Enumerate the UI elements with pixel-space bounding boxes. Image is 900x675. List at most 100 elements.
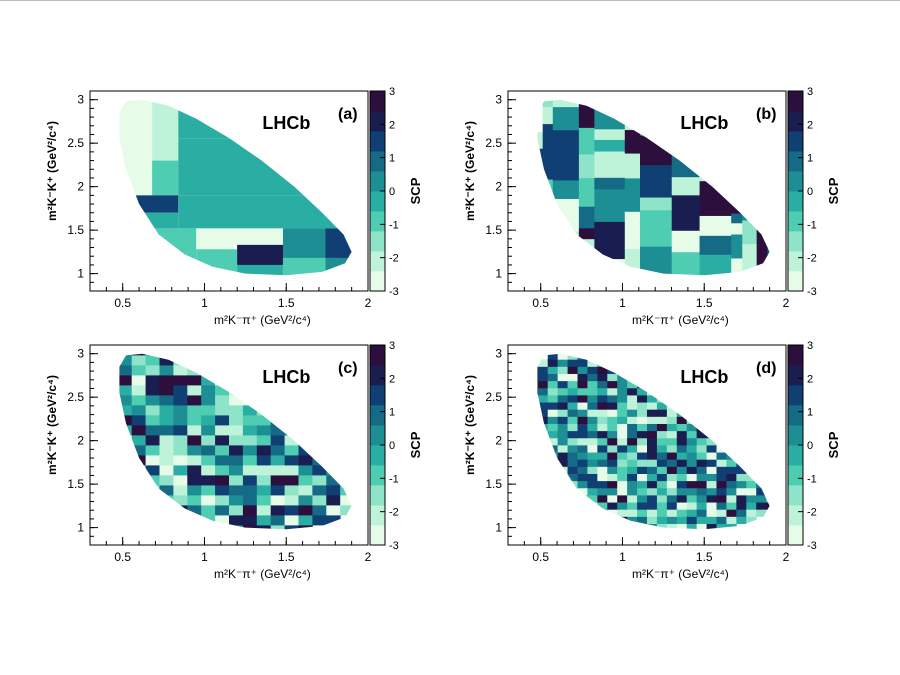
- colorbar-segment: [788, 345, 803, 356]
- colorbar-tick-label: -2: [807, 507, 817, 519]
- heatmap-cell: [537, 387, 539, 396]
- heatmap-cell: [696, 437, 707, 446]
- colorbar: -3 -2 -1 0 1 2 3 SCP: [787, 86, 841, 298]
- heatmap-cell: [597, 366, 608, 374]
- heatmap-cell: [666, 459, 678, 467]
- heatmap-cell: [597, 509, 608, 517]
- colorbar-segment: [370, 485, 385, 496]
- x-tick-label: 1: [201, 296, 208, 310]
- colorbar-segment: [788, 231, 803, 242]
- colorbar-segment: [788, 201, 803, 212]
- heatmap-cell: [617, 437, 628, 446]
- heatmap-cell: [676, 430, 688, 439]
- heatmap-cell: [187, 455, 202, 466]
- heatmap-cell: [607, 423, 618, 432]
- heatmap-cell: [656, 480, 668, 489]
- heatmap-cell: [256, 415, 272, 426]
- heatmap-cell: [627, 509, 638, 517]
- heatmap-cell: [726, 459, 737, 467]
- heatmap-cell: [656, 445, 668, 453]
- heatmap-cell: [656, 473, 668, 482]
- y-tick-label: 1.5: [67, 223, 84, 237]
- y-tick-label: 2.5: [485, 136, 502, 150]
- heatmap-cell: [686, 459, 698, 467]
- heatmap-cell: [229, 515, 244, 526]
- heatmap-cell: [607, 437, 618, 446]
- heatmap-cell: [557, 445, 568, 453]
- plot-frame: [89, 90, 369, 292]
- heatmap-cell: [229, 425, 244, 436]
- heatmap-cell: [577, 380, 588, 389]
- heatmap-cell: [736, 466, 747, 474]
- heatmap-cell: [282, 228, 326, 258]
- heatmap-cell: [637, 502, 648, 510]
- heatmap-cell: [627, 387, 638, 396]
- heatmap-cell: [676, 437, 688, 446]
- heatmap-cell: [201, 455, 216, 466]
- top-rule: [0, 0, 900, 1]
- x-tick-label: 0.5: [114, 296, 131, 310]
- heatmap-cell: [696, 459, 707, 467]
- heatmap-cell: [736, 516, 747, 524]
- heatmap-cell: [178, 195, 352, 229]
- heatmap-cell: [578, 127, 595, 155]
- heatmap-cell: [577, 395, 588, 403]
- colorbar-segment: [370, 425, 385, 436]
- panel-b: 0.5 1 1.5 2 1 1.5 2 2.5 3 m²K⁻π⁺ (GeV²/c⁴) m²K⁻K⁺ …: [463, 86, 841, 327]
- heatmap-cell: [716, 509, 727, 517]
- heatmap-cell: [577, 353, 588, 360]
- heatmap-cell: [637, 402, 648, 410]
- heatmap-cell: [594, 258, 626, 276]
- heatmap-cell: [201, 395, 216, 406]
- heatmap-cell: [215, 405, 230, 416]
- heatmap-cell: [676, 487, 688, 496]
- heatmap-cell: [742, 243, 758, 276]
- heatmap-cell: [617, 380, 628, 389]
- heatmap-cell: [145, 355, 160, 366]
- colorbar-segment: [788, 375, 803, 386]
- heatmap-cell: [594, 177, 626, 190]
- heatmap-cell: [119, 435, 133, 446]
- heatmap-cell: [716, 480, 727, 489]
- heatmap-cell: [627, 466, 638, 474]
- heatmap-cell: [119, 375, 133, 386]
- x-tick-label: 1: [619, 550, 626, 564]
- heatmap-cell: [256, 525, 272, 530]
- colorbar-title: SCP: [826, 177, 841, 204]
- colorbar-segment: [370, 465, 385, 476]
- heatmap-cell: [666, 402, 678, 410]
- colorbar-segment: [788, 141, 803, 152]
- heatmap-cell: [552, 198, 580, 232]
- heatmap-cell: [537, 409, 549, 417]
- heatmap-cell: [256, 445, 272, 456]
- heatmap-cell: [187, 465, 202, 476]
- heatmap-cell: [567, 445, 578, 453]
- experiment-label: LHCb: [262, 113, 310, 133]
- heatmap-cell: [756, 234, 768, 271]
- heatmap-cell: [215, 385, 230, 396]
- colorbar-segment: [788, 281, 803, 292]
- heatmap-cell: [746, 473, 757, 482]
- heatmap-cell: [242, 485, 258, 496]
- heatmap-cell: [656, 423, 668, 432]
- heatmap-cell: [627, 416, 638, 424]
- heatmap-cell: [173, 475, 188, 486]
- heatmap-cell: [607, 495, 618, 503]
- heatmap-cell: [637, 409, 648, 417]
- heatmap-cell: [587, 423, 598, 432]
- heatmap-cell: [577, 473, 588, 482]
- heatmap-cell: [597, 380, 608, 389]
- heatmap-cell: [647, 409, 658, 417]
- heatmap-cell: [256, 495, 272, 506]
- heatmap-cell: [686, 430, 698, 439]
- heatmap-cell: [537, 359, 549, 367]
- heatmap-cell: [173, 485, 188, 496]
- heatmap-cell: [736, 480, 747, 489]
- colorbar-segment: [370, 345, 385, 356]
- heatmap-cell: [567, 423, 578, 432]
- heatmap-cell: [627, 423, 638, 432]
- heatmap-cells: [119, 99, 352, 276]
- heatmap-cell: [647, 416, 658, 424]
- heatmap-cell: [132, 195, 179, 213]
- heatmap-cell: [676, 480, 688, 489]
